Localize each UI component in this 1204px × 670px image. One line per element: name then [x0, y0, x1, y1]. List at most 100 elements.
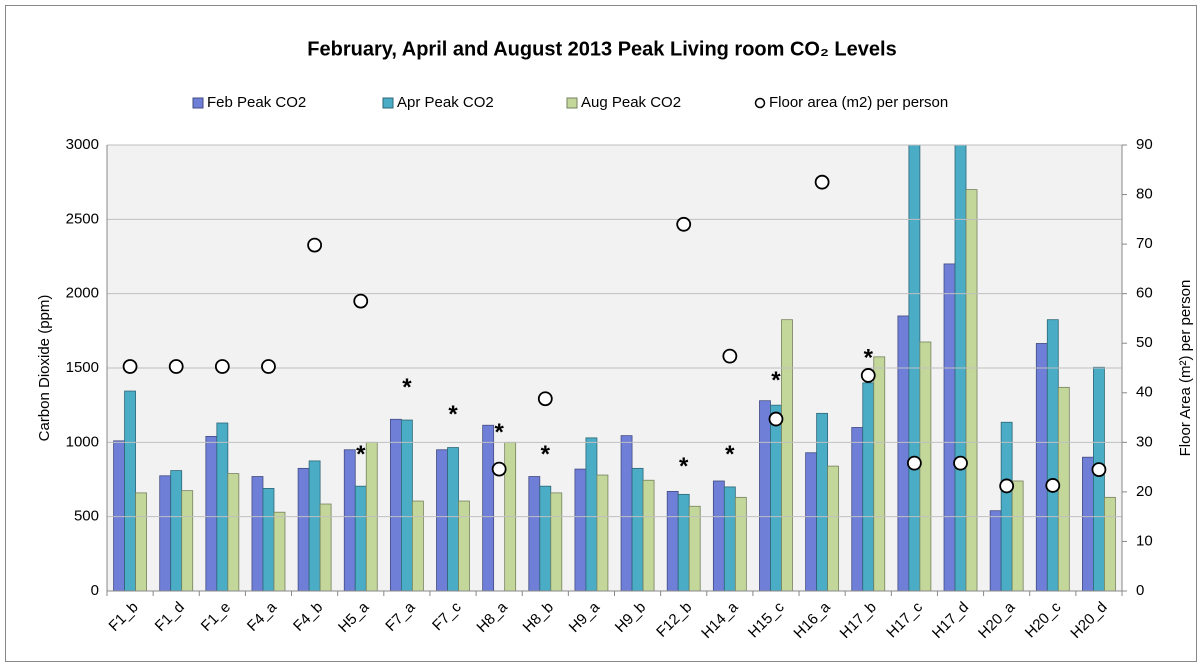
bar: [723, 486, 736, 591]
y-tick-label: 0: [91, 582, 99, 599]
y2-tick-label: 60: [1136, 285, 1153, 302]
scatter-point: [537, 391, 553, 407]
bar: [135, 492, 147, 591]
bar: [816, 412, 829, 591]
bar: [688, 505, 701, 591]
scatter-point: [999, 478, 1015, 494]
bar: [170, 470, 183, 591]
scatter-point: [906, 455, 922, 471]
y2-tick-label: 40: [1136, 384, 1153, 401]
legend-label: Floor area (m2) per person: [769, 94, 948, 111]
y2-tick-label: 20: [1136, 483, 1153, 500]
bar: [585, 437, 598, 591]
scatter-point: [168, 359, 184, 374]
bar: [273, 511, 286, 591]
annotation: *: [402, 374, 412, 401]
bar: [965, 189, 978, 591]
bar: [631, 467, 644, 591]
scatter-point: [722, 348, 738, 364]
bar: [1093, 366, 1105, 591]
scatter-point: [353, 293, 369, 309]
y-tick-label: 3000: [66, 136, 99, 153]
legend-marker: [382, 97, 394, 109]
bar: [1011, 480, 1024, 591]
bar: [827, 465, 840, 591]
bar: [862, 382, 875, 591]
bar: [897, 315, 910, 591]
annotation: *: [679, 453, 689, 480]
bar: [400, 419, 413, 591]
bar: [574, 468, 587, 591]
bar: [447, 447, 459, 591]
bar: [759, 400, 771, 591]
bar: [308, 460, 321, 591]
scatter-point: [814, 174, 830, 190]
legend-label: Feb Peak CO2: [207, 94, 306, 111]
legend-marker: [566, 97, 578, 109]
bar: [159, 475, 172, 591]
y2-tick-label: 10: [1136, 532, 1153, 549]
y-tick-label: 2500: [66, 210, 99, 227]
y2-axis-label: Floor Area (m²) per person: [1177, 280, 1194, 457]
bar: [712, 480, 725, 591]
bar: [436, 449, 448, 591]
bar: [596, 474, 609, 591]
bar: [343, 449, 356, 591]
annotation: *: [448, 401, 458, 428]
scatter-point: [676, 216, 692, 232]
scatter-point: [953, 455, 968, 471]
bar: [1035, 343, 1048, 591]
annotation: *: [864, 344, 874, 371]
scatter-point: [768, 411, 784, 427]
y2-tick-label: 0: [1136, 582, 1144, 599]
y2-tick-label: 70: [1136, 235, 1153, 252]
bar: [354, 485, 367, 591]
bar: [482, 424, 495, 591]
bar: [550, 492, 563, 591]
y2-tick-label: 50: [1136, 334, 1153, 351]
y-tick-label: 2000: [66, 285, 99, 302]
annotation: *: [494, 419, 504, 446]
bar: [851, 427, 864, 591]
bar: [989, 510, 1002, 591]
bar: [1046, 319, 1059, 591]
bar: [389, 418, 402, 591]
y-tick-label: 1500: [66, 359, 99, 376]
y2-tick-label: 80: [1136, 186, 1153, 203]
y-axis-label: Carbon Dioxide (ppm): [36, 295, 53, 442]
bar: [805, 452, 818, 591]
bar: [251, 476, 264, 591]
bar: [227, 473, 240, 591]
legend-marker: [754, 97, 766, 109]
annotation: *: [725, 441, 735, 468]
y-tick-label: 1000: [66, 433, 99, 450]
scatter-point: [1091, 462, 1107, 477]
bar: [873, 356, 886, 591]
bar: [124, 390, 136, 591]
bar: [620, 435, 633, 591]
bar: [642, 479, 655, 591]
bar: [770, 404, 782, 591]
bar: [262, 488, 275, 591]
legend-label: Apr Peak CO2: [397, 94, 494, 111]
bar: [908, 145, 921, 591]
bar: [216, 422, 229, 591]
bar: [781, 319, 793, 591]
bar: [113, 440, 125, 591]
bar: [539, 485, 552, 591]
scatter-point: [1045, 478, 1061, 493]
bar: [205, 435, 218, 591]
y2-tick-label: 90: [1136, 136, 1153, 153]
legend-label: Aug Peak CO2: [581, 94, 681, 111]
annotation: *: [771, 367, 781, 394]
bar: [954, 145, 967, 591]
bar: [458, 500, 470, 591]
scatter-point: [261, 359, 276, 374]
bar: [1057, 386, 1070, 591]
scatter-point: [307, 237, 323, 253]
legend-marker: [192, 97, 204, 109]
bar: [297, 467, 310, 591]
scatter-point: [860, 368, 876, 383]
bar: [919, 341, 932, 591]
